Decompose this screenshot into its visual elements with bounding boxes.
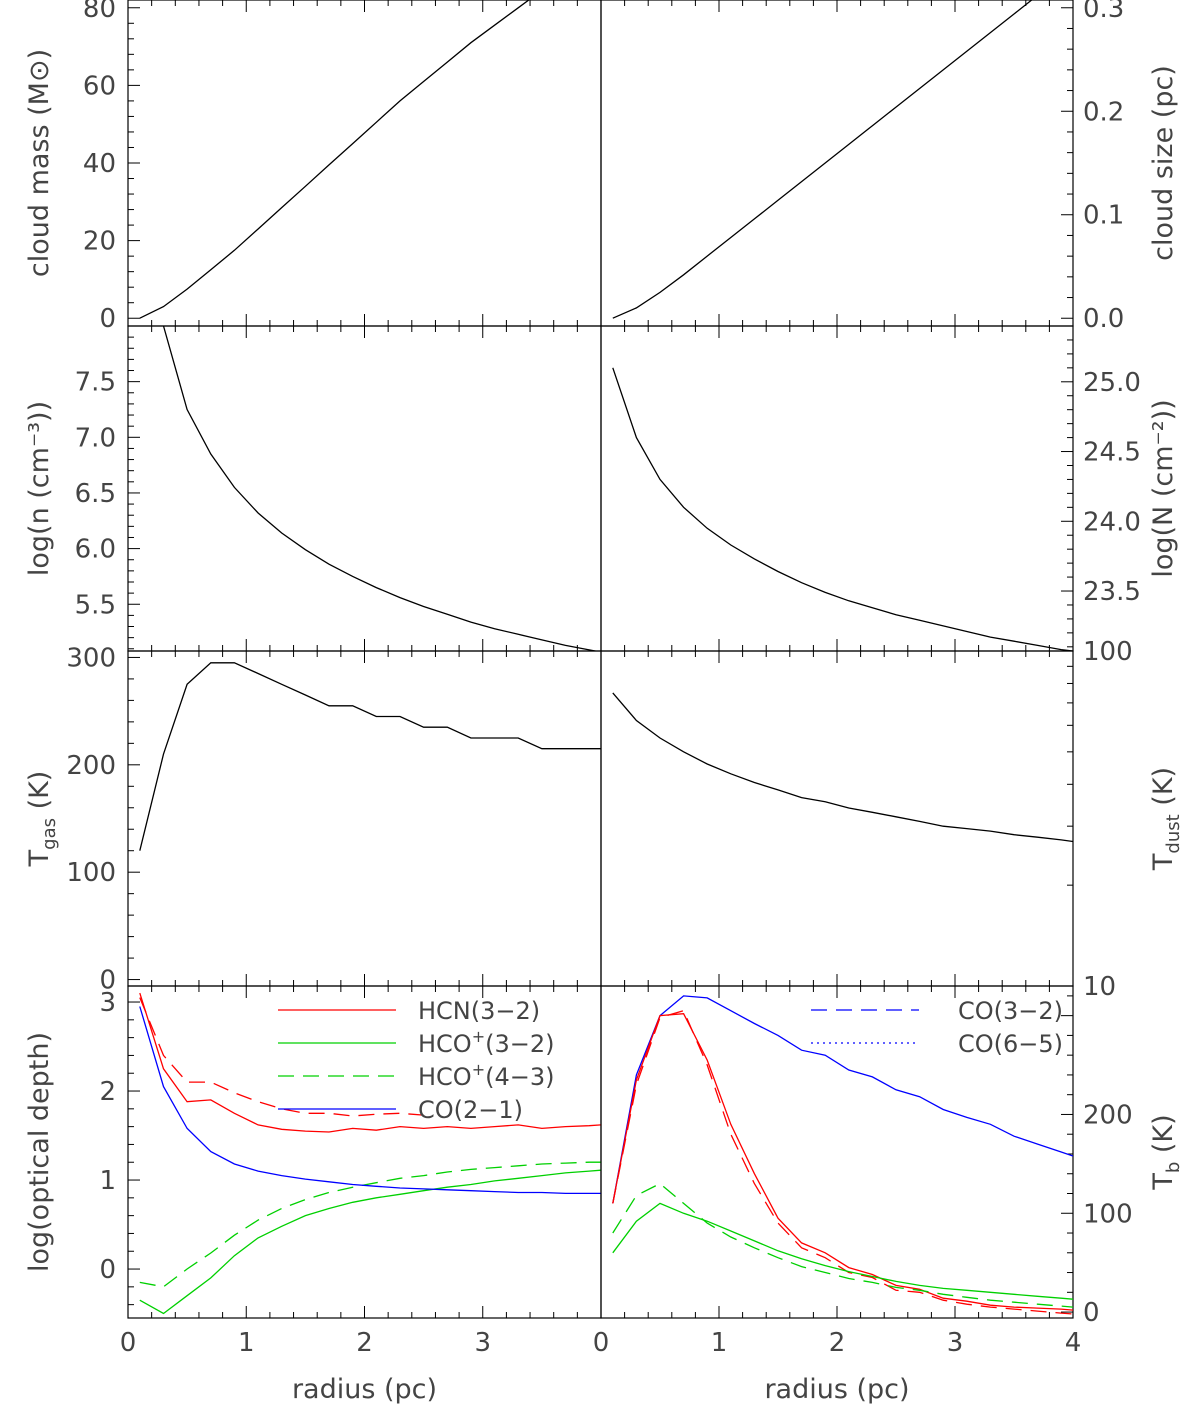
y-tick-label: 25.0 bbox=[1083, 368, 1141, 398]
y-tick-label: 24.0 bbox=[1083, 507, 1141, 537]
y-tick-label: 6.5 bbox=[75, 479, 116, 509]
y-tick-label: 0.3 bbox=[1083, 0, 1124, 24]
y-tick-label: 2 bbox=[99, 1077, 116, 1107]
axes-frame bbox=[127, 325, 602, 652]
axes-frame bbox=[127, 0, 602, 327]
axes-frame bbox=[600, 650, 1074, 987]
series-line bbox=[612, 995, 1073, 1204]
series-line-HCO⁺(4−3) bbox=[139, 1161, 601, 1288]
series-line-CO(2−1) bbox=[139, 1006, 601, 1195]
y-tick-label: 60 bbox=[83, 71, 116, 101]
series-line-HCN(3−2) bbox=[139, 992, 601, 1133]
x-tick-label: 0 bbox=[593, 1328, 610, 1358]
series-line bbox=[612, 0, 1033, 319]
x-tick-label: 2 bbox=[356, 1328, 373, 1358]
y-tick-label: 100 bbox=[1083, 1199, 1133, 1229]
legend-label: HCO+(4−3) bbox=[418, 1060, 554, 1091]
y-tick-label: 40 bbox=[83, 149, 116, 179]
y-tick-label: 1 bbox=[99, 1166, 116, 1196]
legend-label: CO(3−2) bbox=[958, 997, 1063, 1025]
series-line bbox=[162, 326, 599, 651]
series-line-HCO⁺(3−2) bbox=[139, 1169, 601, 1315]
x-tick-label: 3 bbox=[474, 1328, 491, 1358]
x-tick-label: 1 bbox=[238, 1328, 255, 1358]
y-axis-label: log(n (cm⁻³)) bbox=[24, 401, 55, 576]
panel-tdust bbox=[600, 650, 1074, 987]
y-tick-label: 0 bbox=[1083, 1298, 1100, 1328]
y-tick-label: 200 bbox=[1083, 1100, 1133, 1130]
series-line bbox=[139, 997, 424, 1117]
y-axis-label: Tgas (K) bbox=[24, 771, 60, 868]
series-line bbox=[612, 367, 1073, 651]
series-line bbox=[612, 1009, 1073, 1315]
y-tick-label: 5.5 bbox=[75, 590, 116, 620]
y-tick-label: 0.1 bbox=[1083, 201, 1124, 231]
x-tick-label: 1 bbox=[711, 1328, 728, 1358]
panel-density bbox=[127, 325, 602, 652]
series-line bbox=[139, 662, 601, 851]
y-axis-label: cloud mass (M⊙) bbox=[24, 49, 55, 277]
y-axis-label: Tb (K) bbox=[1148, 1114, 1184, 1190]
panel-tgas bbox=[127, 650, 602, 987]
axes-frame bbox=[127, 650, 602, 987]
x-tick-label: 3 bbox=[947, 1328, 964, 1358]
panel-column bbox=[600, 325, 1074, 652]
y-tick-label: 10 bbox=[1083, 972, 1116, 1002]
x-tick-label: 4 bbox=[1065, 1328, 1082, 1358]
axes-frame bbox=[600, 325, 1074, 652]
legend-label: HCO+(3−2) bbox=[418, 1027, 554, 1058]
y-tick-label: 6.0 bbox=[75, 535, 116, 565]
panel-size bbox=[600, 0, 1074, 327]
y-tick-label: 24.5 bbox=[1083, 438, 1141, 468]
y-tick-label: 80 bbox=[83, 0, 116, 24]
legend-label: HCN(3−2) bbox=[418, 997, 540, 1025]
series-line bbox=[139, 0, 530, 319]
y-tick-label: 3 bbox=[99, 988, 116, 1018]
panel-mass bbox=[127, 0, 602, 327]
y-tick-label: 0.0 bbox=[1083, 304, 1124, 334]
legend-label: CO(2−1) bbox=[418, 1096, 523, 1124]
panel-tb bbox=[600, 985, 1074, 1319]
y-tick-label: 100 bbox=[66, 858, 116, 888]
x-tick-label: 0 bbox=[120, 1328, 137, 1358]
y-axis-label: cloud size (pc) bbox=[1148, 65, 1179, 261]
panels bbox=[127, 0, 1074, 1319]
series-line bbox=[612, 1013, 1073, 1311]
y-tick-label: 7.0 bbox=[75, 423, 116, 453]
y-tick-label: 0 bbox=[99, 1255, 116, 1285]
legend-label: CO(6−5) bbox=[958, 1030, 1063, 1058]
y-tick-label: 200 bbox=[66, 751, 116, 781]
y-axis-label: Tdust (K) bbox=[1148, 767, 1184, 871]
series-line bbox=[612, 1202, 1073, 1300]
y-tick-label: 0 bbox=[99, 304, 116, 334]
x-axis-label: radius (pc) bbox=[764, 1374, 909, 1405]
y-tick-label: 300 bbox=[66, 643, 116, 673]
y-tick-label: 0 bbox=[99, 966, 116, 996]
x-tick-label: 2 bbox=[829, 1328, 846, 1358]
y-tick-label: 0.2 bbox=[1083, 97, 1124, 127]
y-axis-label: log(optical depth) bbox=[24, 1032, 55, 1272]
axes-frame bbox=[600, 0, 1074, 327]
y-axis-label: log(N (cm⁻²)) bbox=[1148, 399, 1179, 577]
y-tick-label: 100 bbox=[1083, 637, 1133, 667]
y-tick-label: 20 bbox=[83, 227, 116, 257]
y-tick-label: 7.5 bbox=[75, 368, 116, 398]
series-line bbox=[612, 692, 1073, 843]
series-line bbox=[612, 1182, 1073, 1308]
x-axis-label: radius (pc) bbox=[292, 1374, 437, 1405]
y-tick-label: 23.5 bbox=[1083, 577, 1141, 607]
